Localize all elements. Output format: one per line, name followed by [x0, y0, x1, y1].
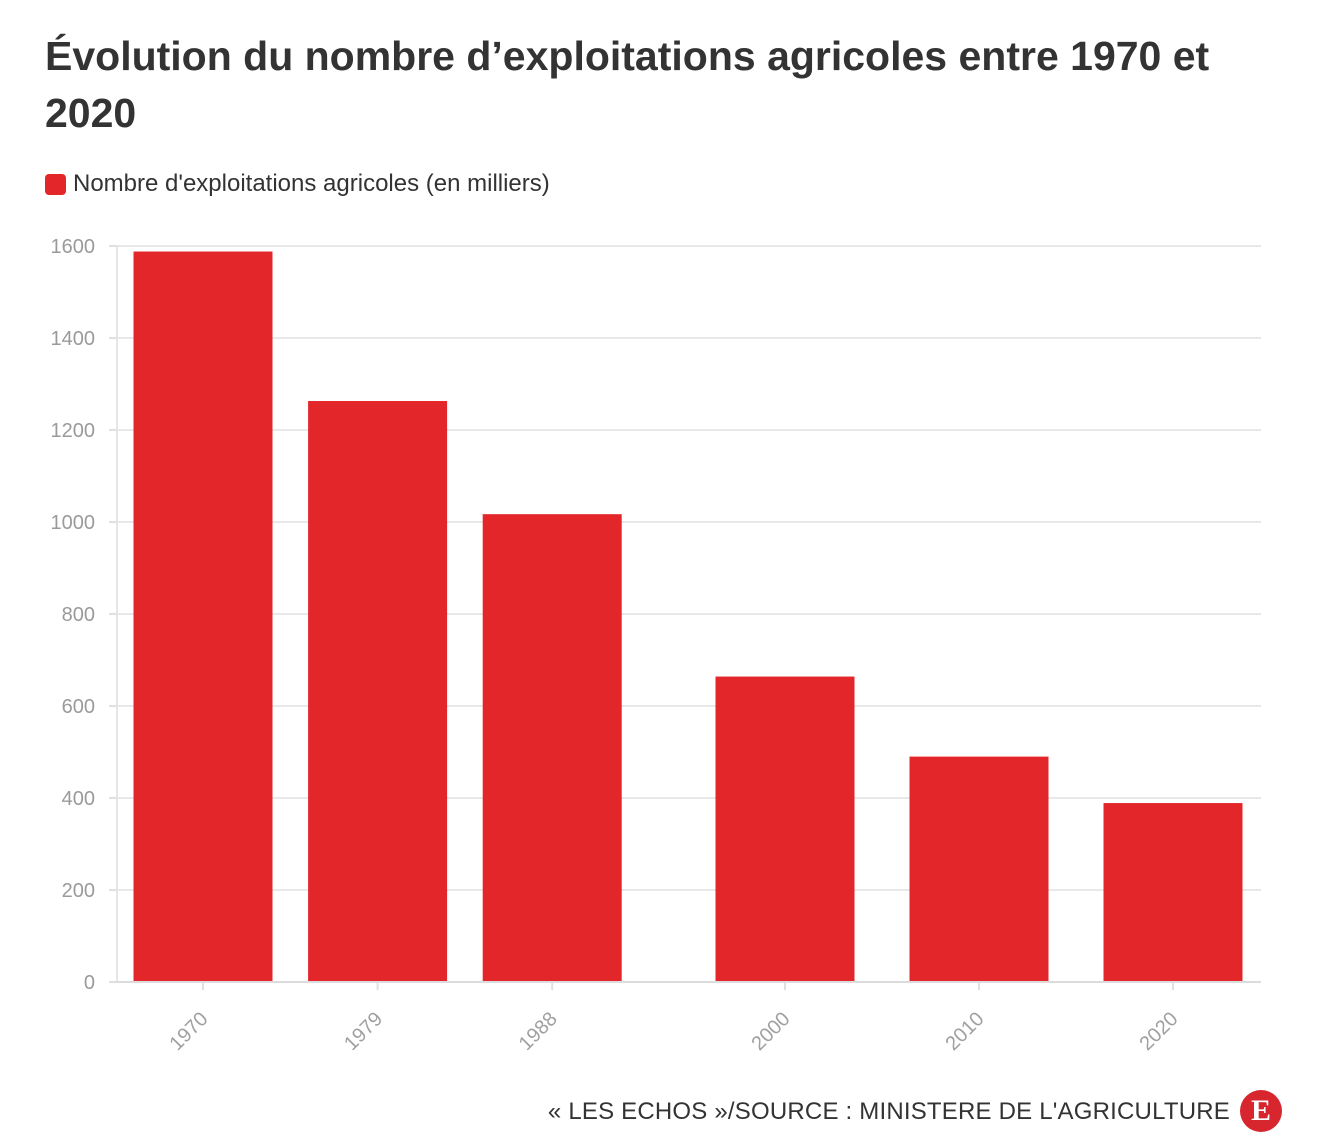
x-tick-label: 1979 — [340, 1008, 387, 1055]
x-tick-label: 2000 — [748, 1008, 795, 1055]
y-tick-label: 1000 — [51, 512, 96, 534]
legend: Nombre d'exploitations agricoles (en mil… — [45, 170, 550, 198]
bar-1979 — [308, 401, 448, 982]
y-tick-label: 1400 — [51, 328, 96, 350]
x-tick-label: 2010 — [942, 1008, 989, 1055]
y-tick-label: 400 — [62, 788, 95, 810]
legend-label: Nombre d'exploitations agricoles (en mil… — [73, 170, 550, 197]
legend-swatch — [45, 173, 66, 195]
y-tick-label: 0 — [84, 972, 95, 994]
x-tick-label: 1970 — [166, 1008, 213, 1055]
bar-2020 — [1103, 803, 1243, 982]
bar-2010 — [909, 756, 1049, 982]
bar-2000 — [715, 676, 855, 982]
x-tick-label: 2020 — [1136, 1008, 1183, 1055]
y-tick-label: 600 — [62, 696, 95, 718]
bar-1970 — [133, 251, 273, 982]
les-echos-logo: E — [1240, 1090, 1282, 1132]
y-tick-label: 200 — [62, 880, 95, 902]
y-tick-label: 1600 — [51, 236, 96, 258]
chart-title: Évolution du nombre d’exploitations agri… — [45, 33, 1210, 136]
y-tick-label: 1200 — [51, 420, 96, 442]
bar-chart: 0 200 400 600 800 1000 1200 1400 1600 1970 1979 198… — [51, 236, 1261, 1055]
bar-1988 — [482, 514, 622, 982]
source-credit: « LES ECHOS »/SOURCE : MINISTERE DE L'AG… — [547, 1098, 1230, 1125]
x-tick-label: 1988 — [515, 1008, 562, 1055]
y-tick-label: 800 — [62, 604, 95, 626]
